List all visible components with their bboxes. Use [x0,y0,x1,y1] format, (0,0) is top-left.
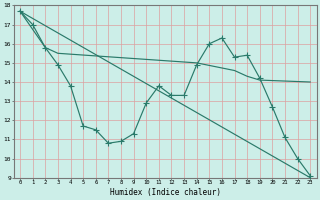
X-axis label: Humidex (Indice chaleur): Humidex (Indice chaleur) [110,188,220,197]
